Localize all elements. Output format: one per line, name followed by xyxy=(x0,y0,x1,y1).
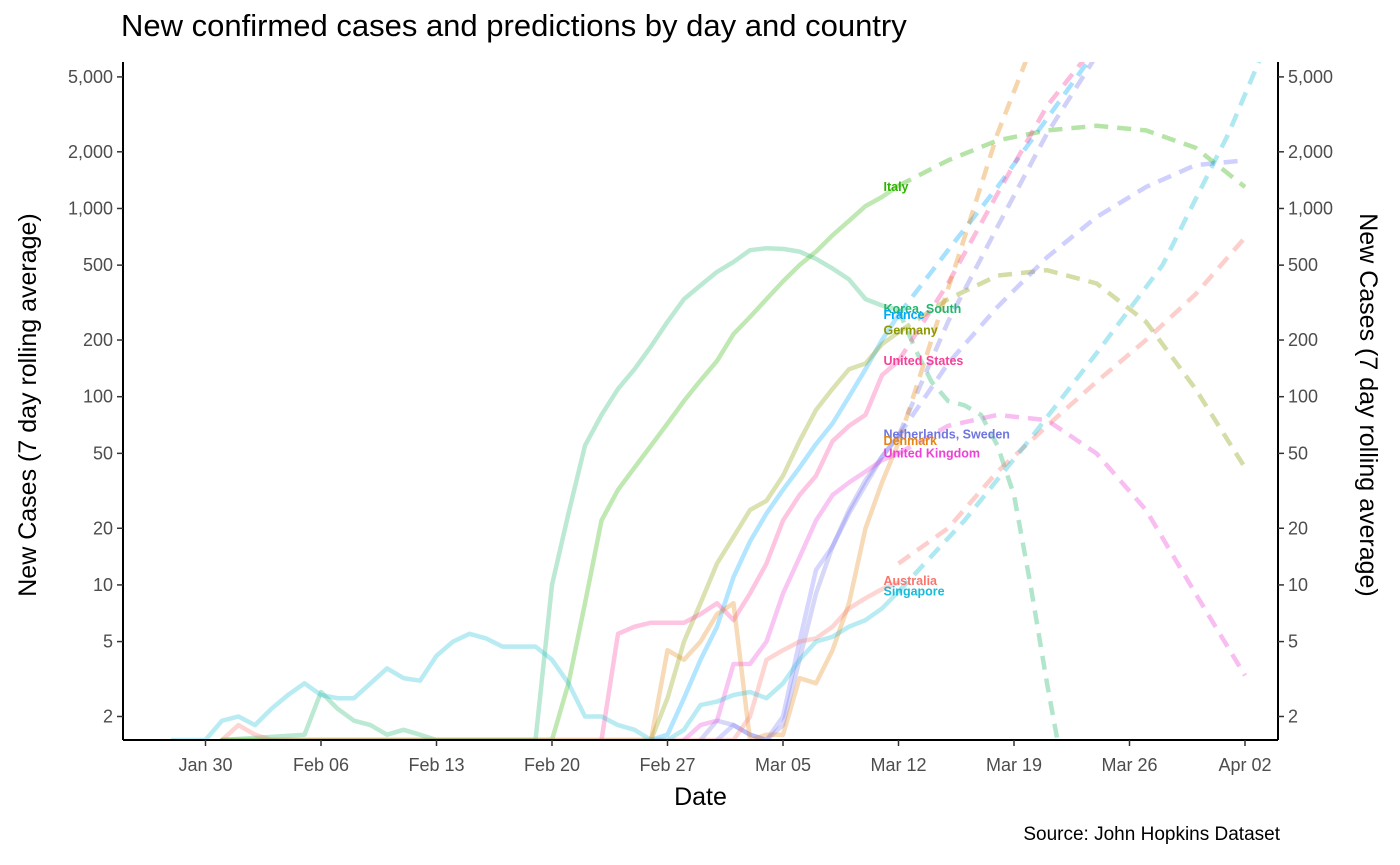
series-layer xyxy=(170,62,1262,740)
y-tick-label-left: 5 xyxy=(103,632,113,652)
x-tick-label: Feb 13 xyxy=(408,755,464,775)
y-axis-title-left: New Cases (7 day rolling average) xyxy=(14,213,42,597)
y-tick-label-right: 5,000 xyxy=(1288,67,1333,87)
y-tick-label-right: 1,000 xyxy=(1288,198,1333,218)
x-tick-label: Feb 20 xyxy=(524,755,580,775)
y-tick-label-left: 100 xyxy=(83,387,113,407)
observed-line-united-kingdom xyxy=(681,451,901,740)
y-tick-label-right: 100 xyxy=(1288,387,1318,407)
x-tick-label: Feb 27 xyxy=(639,755,695,775)
y-tick-label-left: 2 xyxy=(103,706,113,726)
country-label-italy: Italy xyxy=(884,180,909,194)
observed-line-italy xyxy=(219,183,901,740)
x-axis-title: Date xyxy=(674,783,727,811)
country-label-germany: Germany xyxy=(884,323,938,337)
country-label-singapore: Singapore xyxy=(884,585,945,599)
prediction-line-france xyxy=(896,62,1091,317)
observed-line-germany xyxy=(219,329,901,740)
prediction-line-italy xyxy=(897,123,1247,189)
x-tick-label: Jan 30 xyxy=(178,755,232,775)
x-tick-label: Apr 02 xyxy=(1218,755,1271,775)
y-axis-title-right: New Cases (7 day rolling average) xyxy=(1354,213,1382,597)
prediction-line-netherlands xyxy=(896,158,1246,438)
source-caption: Source: John Hopkins Dataset xyxy=(1023,824,1280,845)
prediction-line-united-states xyxy=(896,62,1085,363)
y-tick-label-right: 20 xyxy=(1288,518,1308,538)
y-tick-label-left: 500 xyxy=(83,255,113,275)
prediction-line-united-kingdom xyxy=(897,412,1247,677)
country-label-united-states: United States xyxy=(884,354,964,368)
x-tick-label: Mar 05 xyxy=(755,755,811,775)
observed-line-australia xyxy=(219,580,901,740)
x-tick-label: Mar 19 xyxy=(986,755,1042,775)
y-tick-label-right: 200 xyxy=(1288,330,1318,350)
y-tick-label-right: 500 xyxy=(1288,255,1318,275)
country-label-korea-south: Korea, South xyxy=(884,302,962,316)
country-label-netherlands-sweden: Netherlands, Sweden xyxy=(884,428,1010,442)
prediction-line-australia xyxy=(897,236,1247,566)
x-tick-label: Mar 12 xyxy=(870,755,926,775)
y-tick-label-left: 5,000 xyxy=(68,67,113,87)
y-tick-label-left: 2,000 xyxy=(68,142,113,162)
axes: 2 2 5 5 10 10 20 20 50 50 100 100 200 200 500 500 1,000 1… xyxy=(14,62,1382,811)
y-tick-label-right: 2 xyxy=(1288,706,1298,726)
prediction-line-denmark xyxy=(896,62,1028,444)
prediction-line-singapore xyxy=(896,62,1262,594)
observed-line-singapore xyxy=(170,589,901,740)
x-tick-label: Feb 06 xyxy=(293,755,349,775)
observed-line-denmark xyxy=(648,440,901,740)
y-tick-label-right: 2,000 xyxy=(1288,142,1333,162)
y-tick-label-right: 5 xyxy=(1288,632,1298,652)
x-tick-label: Mar 26 xyxy=(1101,755,1157,775)
prediction-line-sweden xyxy=(896,62,1096,437)
country-label-united-kingdom: United Kingdom xyxy=(884,446,981,460)
observed-line-korea-south xyxy=(219,245,901,740)
y-tick-label-left: 10 xyxy=(93,575,113,595)
observed-line-netherlands xyxy=(714,433,901,740)
prediction-line-korea-south xyxy=(896,308,1060,740)
chart-title: New confirmed cases and predictions by d… xyxy=(121,8,907,43)
prediction-line-germany xyxy=(897,267,1247,469)
country-label-australia: Australia xyxy=(884,574,939,588)
y-tick-label-right: 10 xyxy=(1288,575,1308,595)
observed-line-united-states xyxy=(599,358,901,740)
country-label-france: France xyxy=(884,308,925,322)
y-tick-label-left: 20 xyxy=(93,518,113,538)
y-tick-label-left: 200 xyxy=(83,330,113,350)
y-tick-label-left: 1,000 xyxy=(68,198,113,218)
y-tick-label-right: 50 xyxy=(1288,443,1308,463)
observed-line-france xyxy=(648,312,901,740)
y-tick-label-left: 50 xyxy=(93,443,113,463)
observed-line-sweden xyxy=(698,433,901,740)
country-label-denmark: Denmark xyxy=(884,434,938,448)
